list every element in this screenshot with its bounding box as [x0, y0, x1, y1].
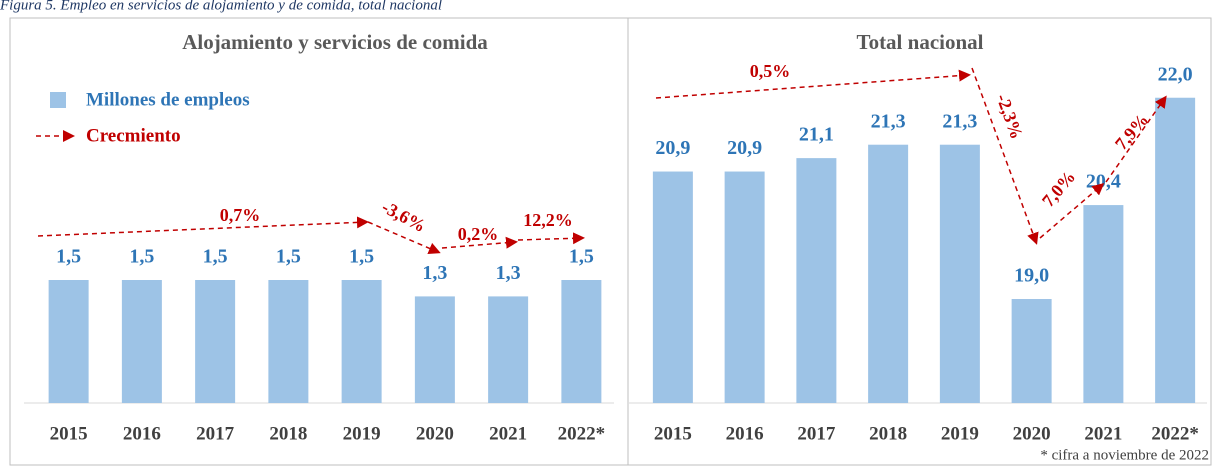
growth-arrow — [367, 221, 441, 254]
growth-label: 0,5% — [750, 61, 791, 81]
data-label: 19,0 — [1014, 265, 1049, 287]
bar — [341, 280, 382, 403]
x-tick-label: 2015 — [654, 423, 692, 444]
bar — [652, 171, 693, 403]
data-label: 1,5 — [56, 246, 81, 268]
bar — [939, 144, 980, 403]
x-tick-label: 2016 — [123, 423, 161, 444]
x-tick-label: 2022* — [1151, 423, 1199, 444]
growth-label: 7,9% — [1111, 110, 1152, 154]
bar — [48, 280, 89, 403]
growth-arrow — [655, 69, 971, 99]
data-label: 1,5 — [203, 246, 228, 268]
x-tick-label: 2019 — [941, 423, 979, 444]
data-label: 1,3 — [422, 262, 447, 284]
growth-arrow — [971, 67, 1039, 245]
x-tick-label: 2018 — [269, 423, 307, 444]
growth-label: -2,3% — [992, 91, 1027, 142]
data-label: 1,5 — [569, 246, 594, 268]
bar — [868, 144, 909, 403]
chart-title: Alojamiento y servicios de comida — [182, 30, 488, 54]
data-label: 1,5 — [276, 246, 301, 268]
x-tick-label: 2020 — [1013, 423, 1051, 444]
growth-label: 0,7% — [220, 205, 261, 225]
bar — [268, 280, 309, 403]
data-label: 1,5 — [349, 246, 374, 268]
legend-label: Millones de empleos — [86, 89, 250, 110]
bar — [561, 280, 602, 403]
x-tick-label: 2019 — [343, 423, 381, 444]
legend-label: Crecmiento — [86, 125, 181, 146]
growth-arrow — [517, 232, 585, 245]
growth-label: 12,2% — [523, 210, 573, 230]
bar — [1155, 97, 1196, 404]
footnote: * cifra a noviembre de 2022 — [1040, 447, 1209, 463]
data-label: 20,9 — [655, 137, 690, 159]
x-tick-label: 2022* — [558, 423, 606, 444]
caption: Figura 5. Empleo en servicios de alojami… — [0, 0, 442, 13]
bar — [488, 296, 529, 403]
x-tick-label: 2021 — [1084, 423, 1122, 444]
growth-label: 0,2% — [458, 224, 499, 244]
data-label: 21,3 — [942, 110, 977, 132]
chart-title: Total nacional — [856, 30, 983, 54]
bar — [1011, 299, 1052, 403]
x-tick-label: 2020 — [416, 423, 454, 444]
growth-arrow — [1039, 183, 1105, 239]
data-label: 21,3 — [871, 110, 906, 132]
bar — [1083, 205, 1124, 403]
data-label: 1,5 — [129, 246, 154, 268]
x-tick-label: 2016 — [726, 423, 764, 444]
bar — [796, 158, 837, 403]
legend-swatch — [50, 92, 66, 108]
bar — [121, 280, 162, 403]
data-label: 20,9 — [727, 137, 762, 159]
x-tick-label: 2017 — [196, 423, 235, 444]
growth-arrow — [1105, 95, 1167, 183]
bar — [195, 280, 236, 403]
growth-arrow — [441, 236, 518, 249]
bar — [414, 296, 455, 403]
data-label: 20,4 — [1086, 171, 1121, 193]
x-tick-label: 2018 — [869, 423, 907, 444]
data-label: 1,3 — [496, 262, 521, 284]
data-label: 22,0 — [1158, 63, 1193, 85]
growth-arrow — [37, 216, 369, 237]
frame — [9, 17, 1212, 466]
x-tick-label: 2015 — [50, 423, 88, 444]
growth-label: 7,0% — [1038, 167, 1079, 211]
bar — [724, 171, 765, 403]
x-tick-label: 2021 — [489, 423, 527, 444]
x-tick-label: 2017 — [797, 423, 836, 444]
data-label: 21,1 — [799, 124, 834, 146]
